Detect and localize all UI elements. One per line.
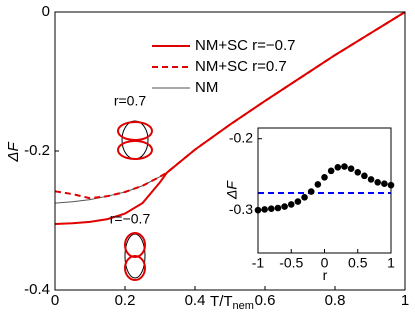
y-axis-label: ΔF <box>5 142 22 163</box>
x-tick-label: 0.5 <box>348 255 368 271</box>
data-point <box>268 205 275 213</box>
y-tick-label: 0 <box>42 3 50 20</box>
data-point <box>287 201 295 208</box>
data-point <box>261 206 268 213</box>
annotation: r=0.7 <box>114 93 147 109</box>
axes-box <box>257 127 392 254</box>
data-point <box>374 178 382 186</box>
series-line <box>54 11 406 225</box>
annotation: r=−0.7 <box>110 211 151 227</box>
x-axis-label-main: T/T <box>210 293 233 310</box>
x-tick-label: 0.4 <box>185 292 206 309</box>
data-point <box>347 165 355 173</box>
x-tick-label: 0.6 <box>255 292 276 309</box>
x-tick-label: 1 <box>387 255 395 271</box>
x-axis-label: r <box>323 267 328 283</box>
x-tick-label: 0.8 <box>325 292 346 309</box>
plot-area: -1 -0.5 0 0.5 1 -0.3 -0.2 r ΔF <box>224 127 395 283</box>
data-point <box>321 173 328 181</box>
data-point <box>367 176 375 183</box>
data-point <box>381 180 388 188</box>
series-line <box>54 11 406 200</box>
data-point <box>327 167 335 175</box>
shape-r-negative <box>124 232 146 281</box>
y-tick-label: -0.2 <box>24 142 50 159</box>
shape-r-positive <box>117 120 153 160</box>
x-axis-label-main: r <box>323 267 328 283</box>
legend-label: NM <box>195 79 218 96</box>
data-point <box>301 193 308 201</box>
inset-background <box>258 128 391 253</box>
x-tick-label: 0 <box>321 255 329 271</box>
y-axis-label: ΔF <box>224 180 240 200</box>
data-point <box>334 163 342 171</box>
y-tick-label: -0.4 <box>24 281 50 298</box>
y-tick-label: -0.2 <box>229 129 253 145</box>
data-point <box>314 181 322 188</box>
plot-area: 0 0.2 0.4 0.6 0.8 1 -0.4 -0.2 0 T/Tnem ΔF NM+SC r=−… <box>5 3 409 312</box>
x-axis-label-sub: nem <box>233 300 254 312</box>
data-point <box>281 203 288 210</box>
legend-label: NM+SC r=0.7 <box>195 58 287 75</box>
x-tick-label: 0 <box>51 292 59 309</box>
x-axis-label: T/Tnem <box>210 293 254 312</box>
data-point <box>361 172 368 180</box>
x-tick-label: 1 <box>401 292 409 309</box>
data-point <box>274 204 282 212</box>
data-point <box>307 188 315 195</box>
axes-box <box>54 11 406 291</box>
data-point <box>354 168 362 176</box>
data-point <box>341 163 348 170</box>
x-tick-label: -0.5 <box>279 255 303 271</box>
x-tick-label: -1 <box>252 255 265 271</box>
data-point <box>294 198 302 205</box>
x-tick-label: 0.2 <box>115 292 136 309</box>
y-tick-label: -0.3 <box>229 201 253 217</box>
legend-label: NM+SC r=−0.7 <box>195 37 295 54</box>
